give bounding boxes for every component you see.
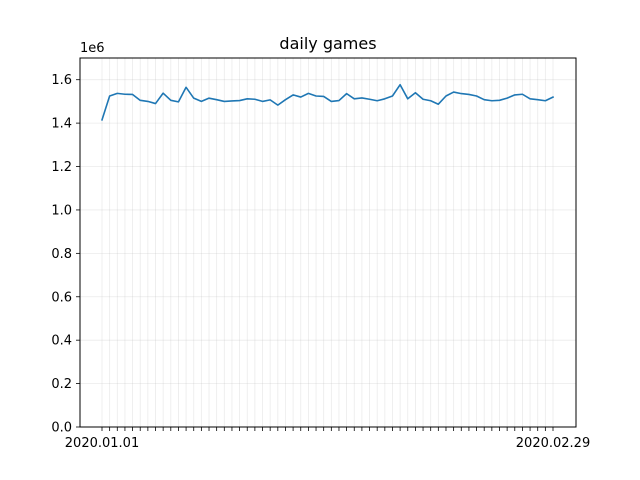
series-line — [100, 83, 555, 121]
y-tick-label: 1.4 — [51, 117, 72, 132]
y-tick-label: 1.6 — [51, 73, 72, 88]
y-grid — [80, 79, 576, 428]
x-axis: 2020.01.01 2020.02.29 — [65, 427, 590, 451]
y-tick-label: 0.6 — [51, 290, 72, 305]
x-grid — [101, 58, 554, 427]
plot-frame — [79, 57, 577, 428]
series-layer — [100, 83, 555, 121]
y-tick-label: 0.2 — [51, 377, 72, 392]
y-tick-label: 1.0 — [51, 203, 72, 218]
x-tick-label: 2020.01.01 — [65, 436, 139, 451]
y-offset-label: 1e6 — [80, 41, 105, 56]
y-tick-label: 0.0 — [51, 421, 72, 436]
chart-title: daily games — [279, 34, 376, 53]
y-tick-label: 0.4 — [51, 334, 72, 349]
x-tick-label: 2020.02.29 — [516, 436, 590, 451]
y-tick-label: 0.8 — [51, 247, 72, 262]
y-axis: 0.0 0.2 0.4 0.6 0.8 1.0 1.2 1.4 1.6 — [51, 73, 80, 436]
y-tick-label: 1.2 — [51, 160, 72, 175]
